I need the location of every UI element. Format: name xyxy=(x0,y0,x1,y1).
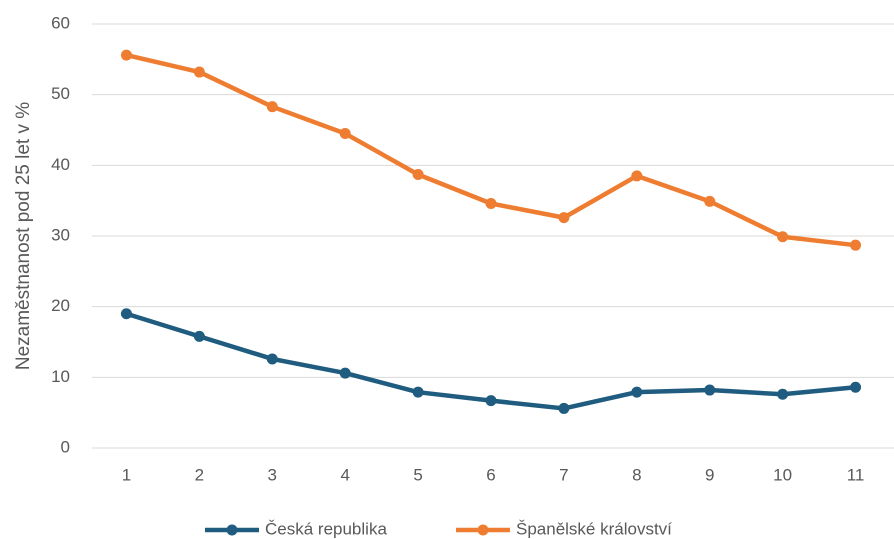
data-point xyxy=(631,170,643,182)
data-point xyxy=(120,308,132,320)
x-tick-label: 2 xyxy=(195,465,204,484)
y-tick-label: 0 xyxy=(61,437,70,456)
data-point xyxy=(485,197,497,209)
data-point xyxy=(266,353,278,365)
legend-label: Česká republika xyxy=(265,519,387,538)
x-tick-label: 4 xyxy=(340,465,349,484)
y-tick-label: 40 xyxy=(51,155,70,174)
data-point xyxy=(339,128,351,140)
x-tick-label: 1 xyxy=(122,465,131,484)
data-point xyxy=(850,381,862,393)
x-tick-label: 5 xyxy=(413,465,422,484)
x-tick-label: 10 xyxy=(773,465,792,484)
legend-label: Španělské království xyxy=(516,519,672,538)
data-point xyxy=(193,330,205,342)
data-point xyxy=(558,212,570,224)
legend-marker xyxy=(477,524,489,536)
data-point xyxy=(704,384,716,396)
y-tick-label: 50 xyxy=(51,84,70,103)
x-tick-label: 6 xyxy=(486,465,495,484)
data-point xyxy=(704,195,716,207)
y-tick-label: 10 xyxy=(51,367,70,386)
data-point xyxy=(558,402,570,414)
y-axis-label: Nezaměstnanost pod 25 let v % xyxy=(13,102,34,370)
x-tick-label: 9 xyxy=(705,465,714,484)
data-point xyxy=(120,49,132,61)
legend-marker xyxy=(226,524,238,536)
data-point xyxy=(777,231,789,243)
data-point xyxy=(777,388,789,400)
y-tick-label: 30 xyxy=(51,225,70,244)
data-point xyxy=(266,101,278,113)
x-tick-label: 3 xyxy=(268,465,277,484)
data-point xyxy=(412,386,424,398)
y-tick-label: 20 xyxy=(51,296,70,315)
y-tick-label: 60 xyxy=(51,13,70,32)
x-tick-label: 8 xyxy=(632,465,641,484)
data-point xyxy=(412,169,424,181)
x-tick-label: 7 xyxy=(559,465,568,484)
x-tick-label: 11 xyxy=(847,465,865,484)
data-point xyxy=(193,66,205,78)
data-point xyxy=(850,239,862,251)
data-point xyxy=(339,367,351,379)
series-line xyxy=(125,52,856,248)
data-point xyxy=(485,395,497,407)
series-line xyxy=(125,311,856,411)
data-point xyxy=(631,386,643,398)
